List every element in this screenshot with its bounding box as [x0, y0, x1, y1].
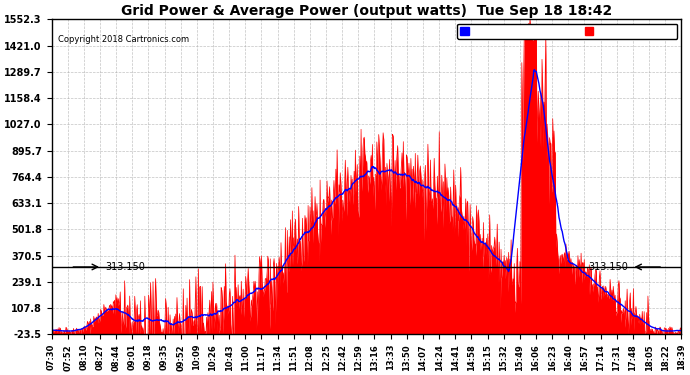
- Text: 313.150: 313.150: [105, 262, 145, 272]
- Text: 313.150: 313.150: [589, 262, 629, 272]
- Text: Copyright 2018 Cartronics.com: Copyright 2018 Cartronics.com: [58, 35, 189, 44]
- Title: Grid Power & Average Power (output watts)  Tue Sep 18 18:42: Grid Power & Average Power (output watts…: [121, 4, 612, 18]
- Legend: Average (AC Watts), Grid (AC Watts): Average (AC Watts), Grid (AC Watts): [457, 24, 677, 39]
